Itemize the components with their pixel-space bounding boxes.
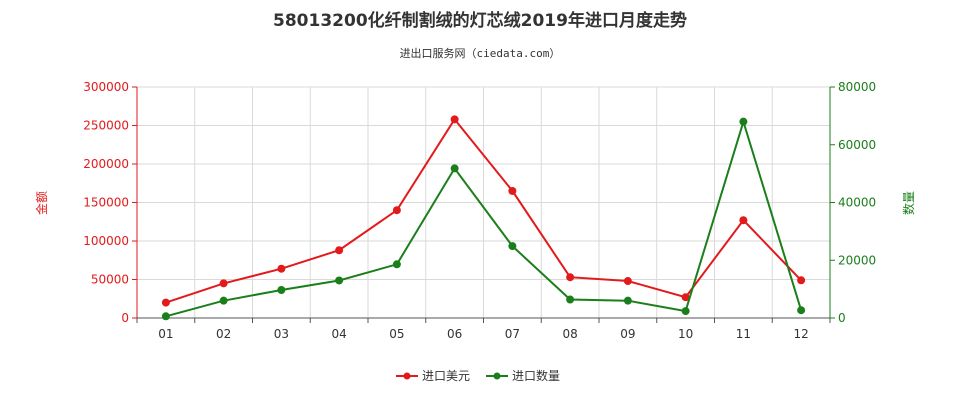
series-1-point xyxy=(277,264,286,273)
left-tick-label: 200000 xyxy=(83,157,129,171)
right-tick-label: 80000 xyxy=(838,80,876,94)
grid xyxy=(137,86,830,318)
left-tick-label: 250000 xyxy=(83,119,129,133)
series-line-2 xyxy=(165,118,803,318)
x-tick-label: 05 xyxy=(389,327,404,341)
left-axis-ticks: 0 50000 100000 150000 200000 250000 300000 xyxy=(83,80,137,325)
legend-marker-qty xyxy=(493,372,501,380)
x-tick-label: 08 xyxy=(562,327,577,341)
right-axis-label: 数量 xyxy=(901,191,916,215)
left-tick-label: 0 xyxy=(121,311,129,325)
x-tick-label: 01 xyxy=(158,327,173,341)
x-tick-label: 02 xyxy=(216,327,231,341)
legend-label-qty: 进口数量 xyxy=(512,368,560,383)
right-tick-label: 40000 xyxy=(838,196,876,210)
x-tick-label: 12 xyxy=(793,327,808,341)
series-1-point xyxy=(219,279,228,288)
left-tick-label: 150000 xyxy=(83,196,129,210)
legend-label-usd: 进口美元 xyxy=(422,369,470,383)
chart-title: 58013200化纤制割绒的灯芯绒2019年进口月度走势 xyxy=(273,10,687,31)
legend-item-usd: 进口美元 xyxy=(396,369,470,383)
right-tick-label: 60000 xyxy=(838,138,876,152)
series-1-point xyxy=(739,216,748,225)
series-1-point xyxy=(161,298,170,307)
series-2-point xyxy=(392,260,401,269)
left-axis-label: 金额 xyxy=(34,191,49,215)
series-1-point xyxy=(392,206,401,215)
x-tick-label: 07 xyxy=(505,327,520,341)
series-2-point xyxy=(219,296,228,305)
chart-subtitle: 进出口服务网（ciedata.com） xyxy=(400,46,561,60)
right-tick-label: 20000 xyxy=(838,253,876,267)
left-tick-label: 300000 xyxy=(83,80,129,94)
series-1-point xyxy=(797,276,806,285)
series-layer xyxy=(161,115,806,321)
x-tick-label: 09 xyxy=(620,327,635,341)
series-1-point xyxy=(335,246,344,255)
series-2-point xyxy=(739,117,748,126)
series-1-point xyxy=(681,293,690,302)
x-tick-label: 06 xyxy=(447,327,462,341)
x-tick-label: 10 xyxy=(678,327,693,341)
x-tick-label: 11 xyxy=(736,327,751,341)
series-2-point xyxy=(566,295,575,304)
series-2-point xyxy=(508,242,517,251)
x-axis-ticks: 01 02 03 04 05 06 07 08 09 10 11 12 xyxy=(136,318,831,341)
series-2-point xyxy=(797,306,806,315)
series-1-point xyxy=(566,273,575,282)
left-tick-label: 50000 xyxy=(91,273,129,287)
legend: 进口美元 进口数量 xyxy=(396,368,560,383)
right-axis-ticks: 0 20000 40000 60000 80000 xyxy=(830,80,876,325)
series-2-point xyxy=(161,312,170,321)
series-2-point xyxy=(681,307,690,316)
series-line-1 xyxy=(165,117,802,304)
series-1-point xyxy=(623,277,632,286)
series-2-point xyxy=(277,285,286,294)
right-tick-label: 0 xyxy=(838,311,846,325)
legend-marker-usd xyxy=(403,372,411,380)
legend-item-qty: 进口数量 xyxy=(486,368,560,383)
series-2-point xyxy=(335,276,344,285)
left-tick-label: 100000 xyxy=(83,234,129,248)
series-1-point xyxy=(450,115,459,124)
x-tick-label: 03 xyxy=(274,327,289,341)
series-1-point xyxy=(508,186,517,195)
series-2-point xyxy=(450,164,459,173)
series-2-point xyxy=(623,296,632,305)
x-tick-label: 04 xyxy=(331,327,346,341)
